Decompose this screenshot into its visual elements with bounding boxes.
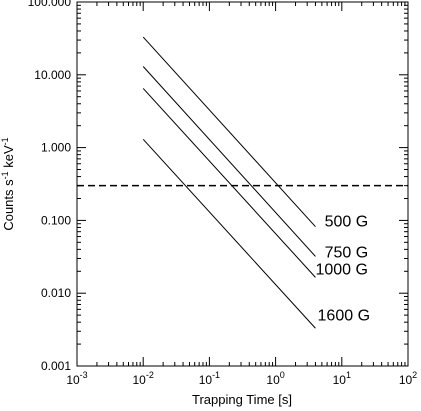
x-tick-label-exp: -1 xyxy=(212,370,220,380)
series-line xyxy=(142,138,316,329)
x-tick-label-exp: -2 xyxy=(146,370,154,380)
x-axis-label: Trapping Time [s] xyxy=(192,392,292,407)
x-tick-label: 10-3 xyxy=(66,370,87,387)
x-tick-label-exp: -3 xyxy=(80,370,88,380)
y-axis-label-sup1: -1 xyxy=(0,171,10,179)
y-axis-label-sup2: -1 xyxy=(0,137,10,145)
x-tick-label: 100 xyxy=(266,370,284,387)
y-tick-label: 0.100 xyxy=(41,213,71,227)
series-label: 500 G xyxy=(325,213,369,230)
x-tick-label: 10-2 xyxy=(133,370,154,387)
x-tick-label-base: 10 xyxy=(333,373,347,387)
y-axis-label-prefix: Counts s xyxy=(1,179,16,231)
ticks xyxy=(76,1,409,367)
x-tick-label-exp: 2 xyxy=(412,370,417,380)
y-axis-label: Counts s-1 keV-1 xyxy=(0,137,16,230)
x-tick-label: 101 xyxy=(333,370,351,387)
y-tick-label: 100.000 xyxy=(28,0,72,9)
tick-labels: 10-3 10-2 10-1 100 101 1020.0010.0100.1001.00… xyxy=(28,0,418,387)
x-tick-label: 102 xyxy=(399,370,417,387)
x-tick-label-base: 10 xyxy=(266,373,280,387)
x-tick-label-base: 10 xyxy=(399,373,413,387)
series-label: 750 G xyxy=(325,244,369,261)
series-label: 1000 G xyxy=(315,262,367,279)
x-tick-label-base: 10 xyxy=(66,373,80,387)
x-tick-label-exp: 0 xyxy=(280,370,285,380)
series-line xyxy=(142,66,316,257)
x-tick-label-base: 10 xyxy=(199,373,213,387)
y-tick-label: 1.000 xyxy=(41,141,71,155)
y-tick-label: 0.001 xyxy=(41,359,71,373)
series-line xyxy=(142,88,316,278)
y-tick-label: 10.000 xyxy=(34,68,71,82)
x-tick-label: 10-1 xyxy=(199,370,220,387)
y-tick-label: 0.010 xyxy=(41,286,71,300)
series-lines xyxy=(142,36,316,329)
series-line xyxy=(142,36,316,228)
plot-frame xyxy=(76,1,409,367)
series-label: 1600 G xyxy=(318,308,370,325)
x-tick-label-exp: 1 xyxy=(346,370,351,380)
y-axis-label-mid: keV xyxy=(1,145,16,171)
x-tick-label-base: 10 xyxy=(133,373,147,387)
